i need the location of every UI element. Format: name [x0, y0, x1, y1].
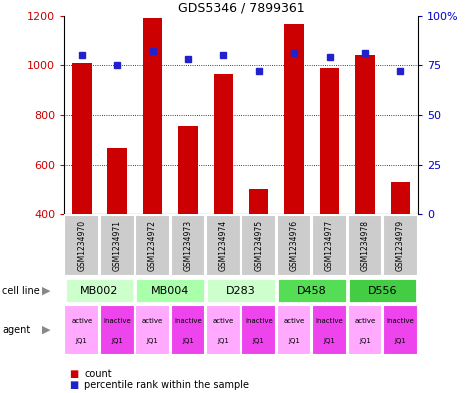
Text: inactive: inactive — [174, 318, 202, 324]
Text: MB004: MB004 — [151, 286, 190, 296]
Bar — [65, 278, 134, 303]
Text: agent: agent — [2, 325, 30, 335]
Title: GDS5346 / 7899361: GDS5346 / 7899361 — [178, 2, 304, 15]
Text: JQ1: JQ1 — [218, 338, 229, 344]
Bar — [214, 74, 233, 214]
Bar — [171, 305, 205, 355]
Text: GSM1234974: GSM1234974 — [219, 220, 228, 271]
Text: inactive: inactive — [387, 318, 414, 324]
Bar — [312, 305, 347, 355]
Text: GSM1234978: GSM1234978 — [361, 220, 370, 271]
Text: D458: D458 — [297, 286, 327, 296]
Text: GSM1234972: GSM1234972 — [148, 220, 157, 271]
Text: JQ1: JQ1 — [76, 338, 88, 344]
Text: JQ1: JQ1 — [288, 338, 300, 344]
Bar — [100, 215, 134, 276]
Text: JQ1: JQ1 — [394, 338, 406, 344]
Text: GSM1234977: GSM1234977 — [325, 220, 334, 271]
Bar — [277, 278, 347, 303]
Bar — [249, 189, 268, 214]
Text: MB002: MB002 — [80, 286, 119, 296]
Text: count: count — [84, 369, 112, 379]
Text: cell line: cell line — [2, 286, 40, 296]
Text: ■: ■ — [69, 369, 78, 379]
Bar — [135, 278, 205, 303]
Bar — [277, 215, 312, 276]
Text: active: active — [71, 318, 93, 324]
Bar — [312, 215, 347, 276]
Text: ■: ■ — [69, 380, 78, 390]
Text: GSM1234975: GSM1234975 — [254, 220, 263, 271]
Bar — [348, 215, 382, 276]
Text: D556: D556 — [368, 286, 398, 296]
Text: GSM1234973: GSM1234973 — [183, 220, 192, 271]
Text: active: active — [213, 318, 234, 324]
Bar — [143, 18, 162, 214]
Bar — [135, 305, 170, 355]
Text: ▶: ▶ — [42, 325, 51, 335]
Bar — [383, 215, 418, 276]
Bar — [390, 182, 410, 214]
Bar — [65, 215, 99, 276]
Bar — [383, 305, 418, 355]
Bar — [107, 149, 127, 214]
Text: active: active — [142, 318, 163, 324]
Bar — [241, 215, 276, 276]
Text: GSM1234970: GSM1234970 — [77, 220, 86, 271]
Text: JQ1: JQ1 — [147, 338, 159, 344]
Bar — [348, 278, 418, 303]
Text: active: active — [284, 318, 305, 324]
Bar — [348, 305, 382, 355]
Text: GSM1234976: GSM1234976 — [290, 220, 299, 271]
Text: GSM1234971: GSM1234971 — [113, 220, 122, 271]
Text: JQ1: JQ1 — [182, 338, 194, 344]
Bar — [65, 305, 99, 355]
Bar — [355, 55, 375, 214]
Bar — [100, 305, 134, 355]
Bar — [206, 305, 241, 355]
Text: inactive: inactive — [316, 318, 343, 324]
Text: GSM1234979: GSM1234979 — [396, 220, 405, 271]
Bar — [135, 215, 170, 276]
Bar — [285, 24, 304, 214]
Bar — [206, 215, 241, 276]
Text: ▶: ▶ — [42, 286, 51, 296]
Text: active: active — [354, 318, 376, 324]
Bar — [277, 305, 312, 355]
Text: inactive: inactive — [104, 318, 131, 324]
Text: percentile rank within the sample: percentile rank within the sample — [84, 380, 249, 390]
Text: JQ1: JQ1 — [253, 338, 265, 344]
Bar — [72, 63, 92, 214]
Bar — [178, 126, 198, 214]
Bar — [171, 215, 205, 276]
Text: JQ1: JQ1 — [323, 338, 335, 344]
Bar — [241, 305, 276, 355]
Bar — [206, 278, 276, 303]
Bar — [320, 68, 339, 214]
Text: JQ1: JQ1 — [359, 338, 371, 344]
Text: inactive: inactive — [245, 318, 273, 324]
Text: D283: D283 — [226, 286, 256, 296]
Text: JQ1: JQ1 — [111, 338, 123, 344]
